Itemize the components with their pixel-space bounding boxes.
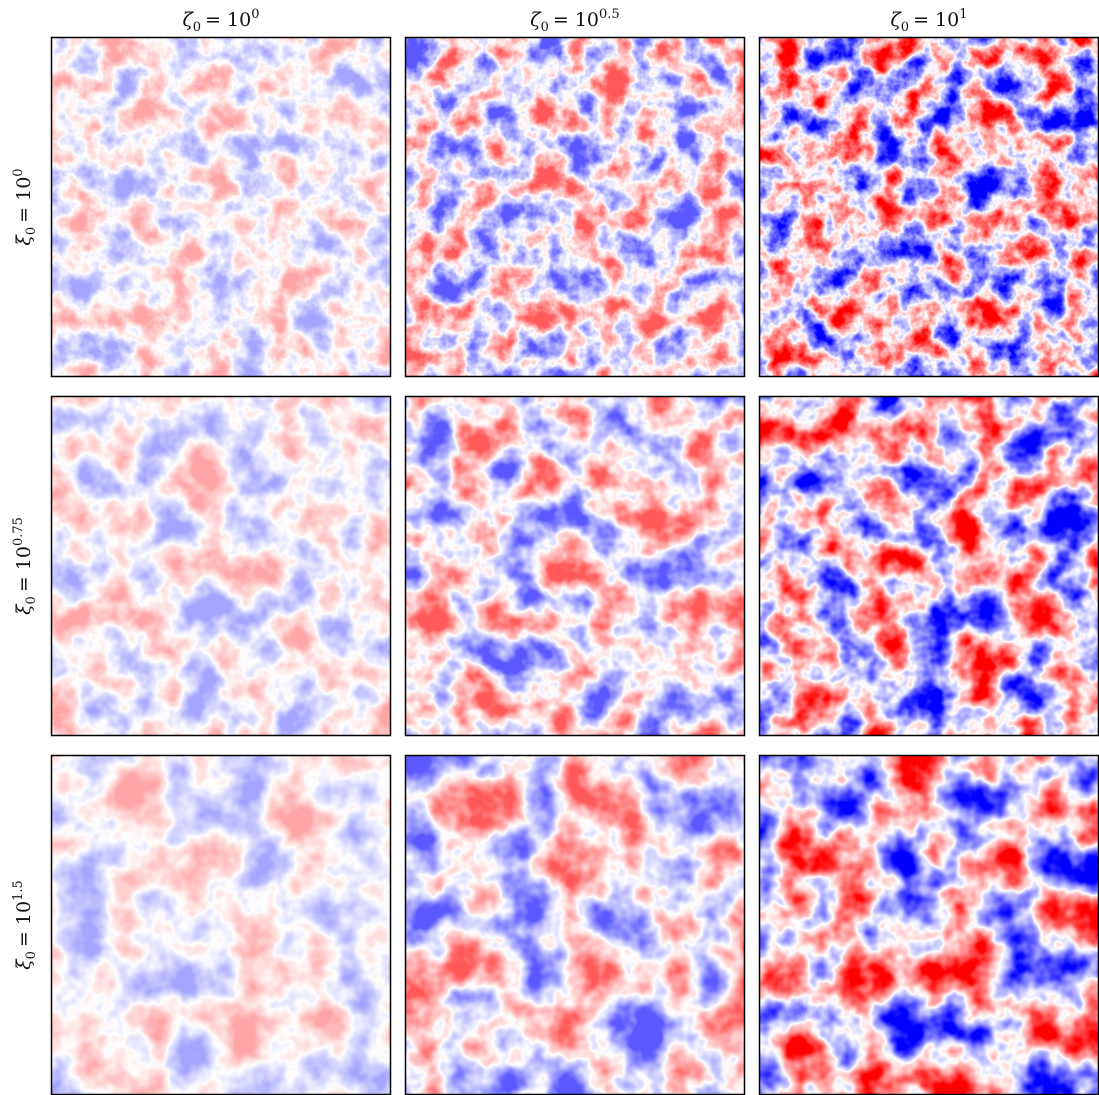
label-part: 0 [24,951,39,959]
field-panel [405,755,745,1095]
label-part: = 10 [13,546,35,592]
label-part: 0 [24,227,39,235]
label-part: = 10 [13,177,35,223]
field-panel [405,396,745,736]
field-image [51,37,391,377]
panel-label: ξ0= 100.75 [11,517,39,615]
label-part: 0 [541,20,549,35]
field-image [759,396,1099,736]
field-panel [51,755,391,1095]
label-part: 0 [251,7,259,22]
label-part: = 10 [205,9,251,31]
label-part: 1.5 [11,880,26,901]
field-image [759,755,1099,1095]
field-panel [51,37,391,377]
label-part: 0 [193,20,201,35]
field-panel [759,755,1099,1095]
field-panel [759,396,1099,736]
label-part: = 10 [13,901,35,947]
label-part: 0 [901,20,909,35]
field-image [405,37,745,377]
field-image [405,396,745,736]
panel-label: ζ0= 100.5 [530,7,619,35]
field-image [405,755,745,1095]
panel-label: ζ0= 101 [890,7,967,35]
field-panel [759,37,1099,377]
panel-label: ξ0= 101.5 [11,880,39,970]
label-part: = 10 [553,9,599,31]
field-panel [405,37,745,377]
field-panel [51,396,391,736]
label-part: 0 [11,168,26,176]
field-image [759,37,1099,377]
figure: ζ0= 100ζ0= 100.5ζ0= 101ξ0= 100ξ0= 100.75… [0,0,1099,1095]
panel-label: ζ0= 100 [182,7,259,35]
panel-label: ξ0= 100 [11,168,39,245]
field-image [51,396,391,736]
label-part: 0.5 [599,7,620,22]
label-part: 0.75 [11,517,26,546]
label-part: = 10 [913,9,959,31]
label-part: 1 [959,7,967,22]
field-image [51,755,391,1095]
label-part: 0 [24,596,39,604]
